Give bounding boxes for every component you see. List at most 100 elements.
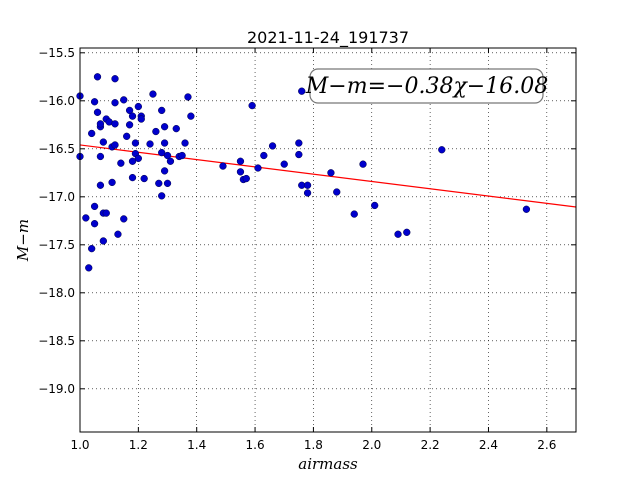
data-point (359, 160, 367, 168)
data-point (88, 244, 96, 253)
data-point (298, 87, 306, 95)
axis-ticks (79, 48, 576, 432)
data-point (184, 93, 192, 101)
data-point (187, 112, 195, 120)
data-point (303, 181, 312, 189)
y-axis-label: M−m (14, 219, 32, 262)
data-point (90, 220, 99, 228)
data-point (146, 140, 154, 148)
y-tick-label: −15.5 (38, 46, 75, 60)
data-point (93, 73, 102, 81)
data-point (172, 124, 180, 133)
data-point (403, 228, 411, 236)
data-point (111, 120, 119, 128)
data-point (120, 215, 128, 223)
data-point (438, 146, 446, 154)
data-point (111, 99, 119, 107)
data-point (248, 101, 256, 110)
data-point (96, 152, 105, 161)
data-point (163, 151, 172, 160)
data-points (76, 73, 531, 272)
data-point (219, 162, 227, 170)
chart-title: 2021-11-24_191737 (247, 28, 409, 48)
data-point (158, 192, 166, 200)
x-tick-label: 2.2 (421, 438, 440, 452)
x-tick-label: 2.6 (537, 438, 556, 452)
data-point (158, 148, 166, 157)
data-point (166, 157, 175, 165)
x-tick-label: 1.6 (246, 438, 265, 452)
data-point (394, 230, 402, 238)
data-point (82, 214, 90, 222)
data-point (254, 164, 262, 172)
data-point (134, 102, 143, 111)
data-point (236, 168, 245, 176)
y-tick-label: −18.5 (38, 334, 75, 348)
data-point (371, 201, 379, 210)
x-tick-label: 2.4 (479, 438, 498, 452)
data-point (99, 138, 107, 146)
data-point (280, 160, 288, 168)
data-point (90, 202, 99, 211)
data-point (163, 179, 172, 188)
data-point (114, 230, 122, 238)
data-point (88, 129, 96, 138)
data-point (117, 159, 125, 167)
data-point (350, 210, 358, 218)
data-point (178, 151, 186, 160)
annotation-box (309, 68, 544, 104)
data-point (111, 75, 119, 83)
data-point (268, 142, 277, 150)
x-tick-label: 2.0 (362, 438, 381, 452)
data-point (295, 150, 303, 159)
data-point (125, 106, 134, 115)
data-point (140, 174, 148, 183)
fit-equation-annotation: M−m=−0.38χ−16.08 (305, 68, 548, 104)
x-tick-label: 1.4 (187, 438, 206, 452)
x-tick-labels: 1.0 1.2 1.4 1.6 1.8 2.0 2.2 2.4 2.6 (70, 438, 556, 452)
data-point (125, 121, 134, 129)
data-point (137, 115, 145, 123)
data-point (260, 151, 268, 160)
data-point (128, 157, 137, 165)
data-point (333, 188, 341, 196)
data-point (327, 169, 335, 177)
data-point (108, 178, 116, 187)
data-point (123, 132, 131, 140)
x-tick-label: 1.0 (70, 438, 89, 452)
data-point (120, 96, 128, 104)
data-point (85, 264, 93, 272)
y-tick-label: −17.0 (38, 190, 75, 204)
data-point (111, 141, 119, 149)
x-tick-label: 1.8 (304, 438, 323, 452)
data-point (99, 237, 107, 245)
data-point (160, 167, 169, 175)
y-tick-labels: −15.5 −16.0 −16.5 −17.0 −17.5 −18.0 −18.5 −19.0 (38, 46, 75, 396)
data-point (90, 98, 99, 106)
data-point (295, 139, 303, 147)
data-point (181, 139, 189, 147)
data-point (158, 106, 166, 115)
data-point (236, 157, 245, 165)
data-point (160, 123, 169, 131)
data-point (149, 90, 157, 98)
annotation-text: M−m=−0.38χ−16.08 (305, 74, 548, 99)
data-point (155, 179, 163, 188)
y-tick-label: −17.5 (38, 238, 75, 252)
data-point (522, 205, 531, 213)
data-point (131, 139, 140, 147)
x-axis-label: airmass (298, 455, 358, 473)
data-point (93, 108, 102, 116)
data-point (102, 209, 110, 217)
data-point (128, 173, 137, 182)
data-point (128, 112, 137, 120)
data-point (152, 127, 160, 136)
y-tick-label: −16.0 (38, 94, 75, 108)
y-tick-label: −18.0 (38, 286, 75, 300)
y-tick-label: −19.0 (38, 382, 75, 396)
x-tick-label: 1.2 (129, 438, 148, 452)
y-tick-label: −16.5 (38, 142, 75, 156)
plot-frame (79, 47, 577, 433)
